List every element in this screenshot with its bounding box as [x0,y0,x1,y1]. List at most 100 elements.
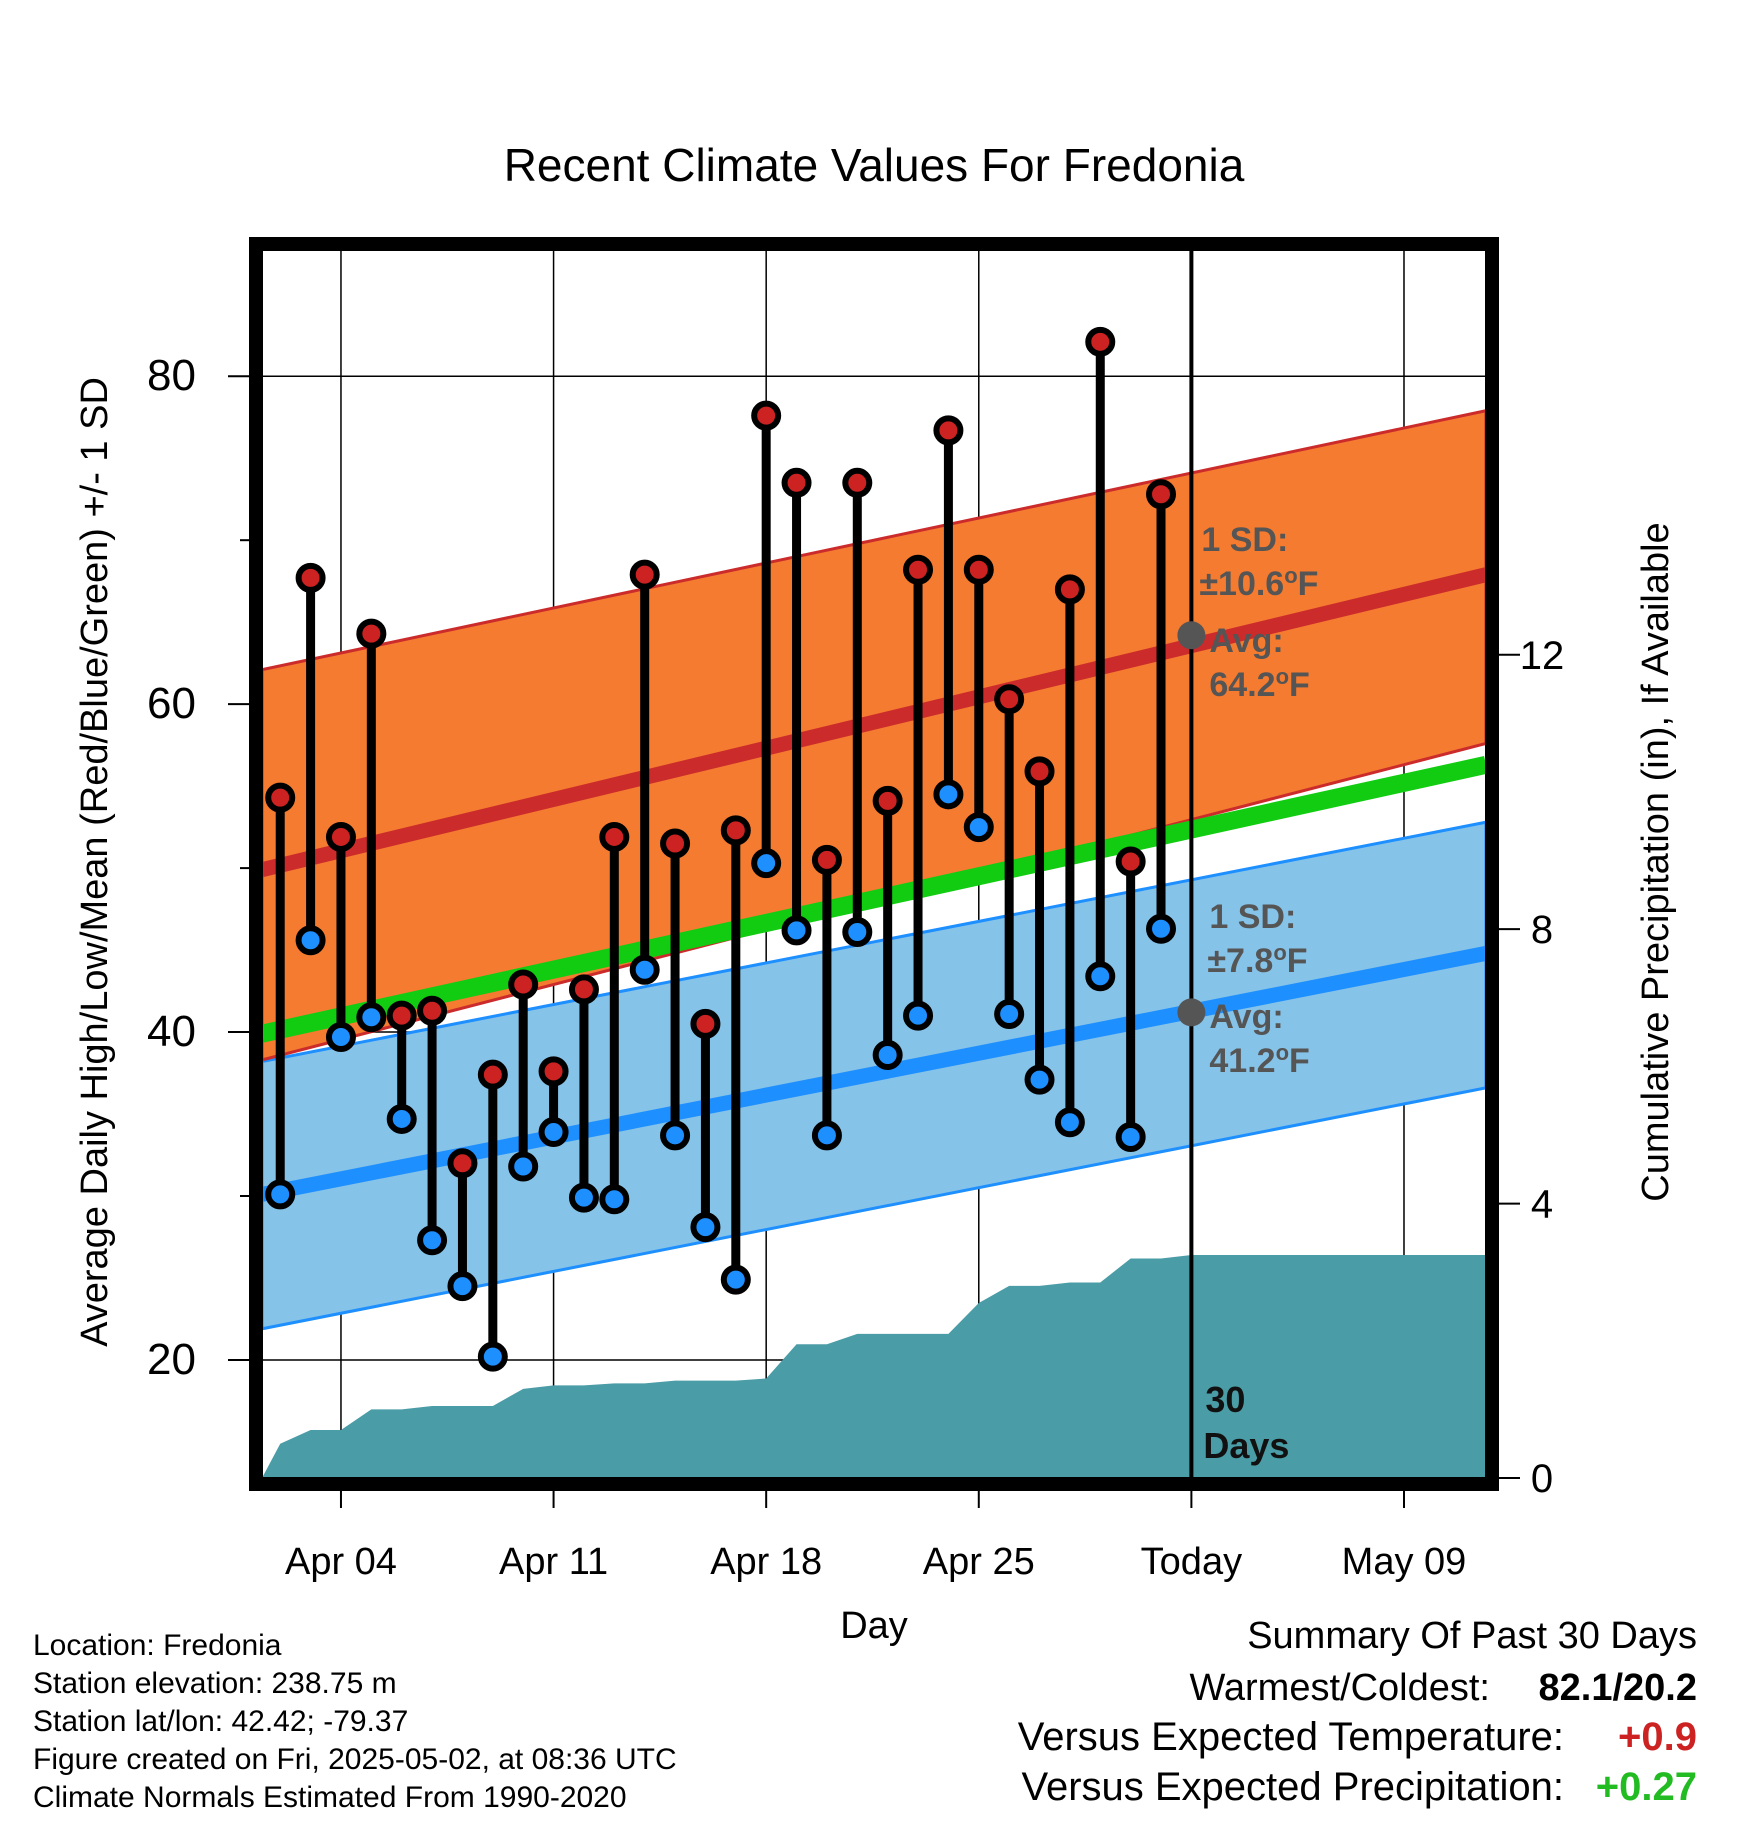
daily-low-point [325,1021,356,1052]
high-sd-value: ±10.6oF [1199,563,1318,604]
daily-high-point [295,562,326,593]
y-axis-left-label: Average Daily High/Low/Mean (Red/Blue/Gr… [74,377,116,1347]
precipitation-anomaly-value: +0.27 [1596,1765,1697,1809]
daily-low-point [1085,961,1116,992]
daily-low-point [1146,913,1177,944]
high-sd-label: 1 SD: [1201,521,1288,559]
y-right-tick-label: 0 [1531,1457,1553,1501]
daily-high-point [447,1148,478,1179]
daily-low-point [265,1179,296,1210]
y-left-tick-label: 20 [147,1335,196,1384]
daily-high-point [1146,479,1177,510]
station-elevation: Station elevation: 238.75 m [33,1667,397,1700]
x-tick-label: Today [1141,1541,1242,1583]
daily-high-point [265,782,296,813]
daily-high-point [994,684,1025,715]
warm-cold-value: 82.1/20.2 [1539,1667,1697,1709]
mean-normal-line [262,756,1486,1043]
chart-annotations: 1 SD: ±10.6oF Avg: 64.2oF 1 SD: ±7.8oF Avg: 41.… [1177,521,1318,1466]
daily-low-point [690,1212,721,1243]
daily-low-point [477,1341,508,1372]
daily-high-point [963,554,994,585]
low-sd-label: 1 SD: [1209,898,1296,936]
y-right-tick-label: 8 [1531,908,1553,952]
daily-high-point [781,467,812,498]
daily-high-point [690,1008,721,1039]
daily-low-point [842,917,873,948]
daily-high-point [1054,574,1085,605]
high-normal-line [262,567,1486,878]
summary-heading: Summary Of Past 30 Days [1247,1615,1697,1657]
daily-high-point [417,995,448,1026]
y-left-tick-label: 40 [147,1007,196,1056]
station-latlon: Station lat/lon: 42.42; -79.37 [33,1705,408,1738]
daily-low-point [933,779,964,810]
chart-title: Recent Climate Values For Fredonia [504,139,1245,191]
daily-high-point [933,415,964,446]
daily-low-point [1115,1121,1146,1152]
daily-low-point [447,1271,478,1302]
daily-high-point [720,815,751,846]
temperature-anomaly-value: +0.9 [1618,1715,1697,1759]
daily-low-point [720,1264,751,1295]
figure-created: Figure created on Fri, 2025-05-02, at 08… [33,1743,677,1776]
daily-high-point [872,785,903,816]
x-tick-label: Apr 25 [923,1541,1035,1583]
daily-low-point [508,1151,539,1182]
daily-low-point [994,999,1025,1030]
normals-period: Climate Normals Estimated From 1990-2020 [33,1781,627,1814]
daily-high-point [903,554,934,585]
days-word: Days [1203,1425,1289,1466]
summary-panel: Summary Of Past 30 Days Warmest/Coldest:… [1018,1615,1697,1809]
daily-low-point [568,1182,599,1213]
x-tick-label: Apr 11 [499,1541,608,1583]
x-tick-label: Apr 18 [710,1541,822,1583]
x-tick-label: Apr 04 [285,1541,397,1583]
low-sd-value: ±7.8oF [1207,940,1307,981]
daily-high-point [1085,326,1116,357]
y-axis-right-label: Cumulative Precipitation (in), If Availa… [1635,522,1677,1201]
daily-high-point [1115,846,1146,877]
daily-high-point [538,1056,569,1087]
normal-bands [262,409,1486,1331]
cumulative-precipitation [262,1255,1486,1478]
daily-high-point [356,618,387,649]
station-info: Location: Fredonia Station elevation: 23… [33,1629,677,1814]
daily-low-point [599,1184,630,1215]
y-right-tick-label: 4 [1531,1183,1553,1227]
daily-low-point [1054,1107,1085,1138]
high-avg-value: 64.2oF [1209,664,1309,705]
daily-low-point [903,1000,934,1031]
daily-high-point [508,969,539,1000]
daily-low-point [660,1120,691,1151]
y-left-tick-label: 60 [147,679,196,728]
daily-low-point [417,1225,448,1256]
station-location: Location: Fredonia [33,1629,282,1662]
daily-low-point [963,812,994,843]
daily-high-point [325,821,356,852]
daily-low-point [751,848,782,879]
daily-high-point [568,974,599,1005]
axes: Apr 04 Apr 11 Apr 18 Apr 25 Today May 0920406… [147,351,1564,1583]
daily-high-point [811,844,842,875]
daily-low-point [872,1040,903,1071]
daily-high-point [599,821,630,852]
daily-low-point [295,925,326,956]
temperature-anomaly-label: Versus Expected Temperature: [1018,1715,1564,1759]
low-average-marker [1177,998,1206,1027]
precipitation-area [262,1255,1486,1478]
precipitation-anomaly-label: Versus Expected Precipitation: [1021,1765,1564,1809]
daily-high-point [1024,756,1055,787]
daily-high-point [629,559,660,590]
daily-low-point [629,954,660,985]
days-count: 30 [1205,1379,1245,1420]
x-tick-label: May 09 [1342,1541,1467,1583]
daily-high-point [477,1059,508,1090]
low-avg-label: Avg: [1209,998,1283,1036]
high-average-marker [1177,621,1206,650]
daily-low-point [538,1117,569,1148]
daily-low-point [386,1103,417,1134]
daily-high-point [842,467,873,498]
warm-cold-label: Warmest/Coldest: [1189,1667,1490,1709]
